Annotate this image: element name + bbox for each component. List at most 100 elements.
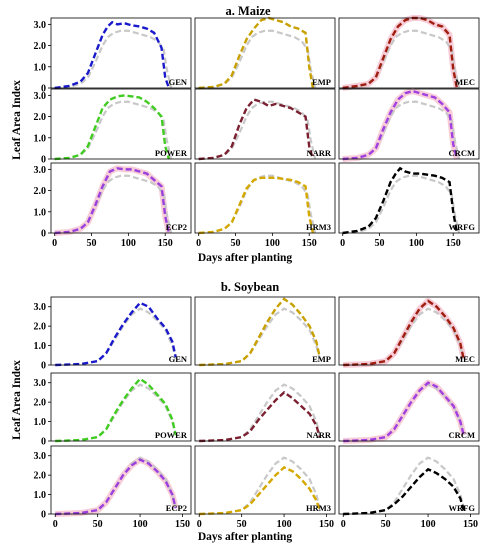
series-label: CRCM xyxy=(449,148,475,158)
subplot-maize-narr: NARR xyxy=(194,88,336,161)
y-tick-label: 0 xyxy=(41,510,46,521)
series-label: CRCM xyxy=(449,430,475,440)
x-tick-label: 0 xyxy=(196,238,201,249)
subplot-soybean-emp: EMP xyxy=(194,296,336,367)
series-label: ECP2 xyxy=(166,503,187,513)
baseline-line xyxy=(199,456,321,516)
y-tick-label: 3.0 xyxy=(34,378,47,389)
subplot-soybean-narr: NARR xyxy=(194,372,336,443)
x-tick-label: 100 xyxy=(409,238,424,249)
y-tick-label: 1.0 xyxy=(34,417,47,428)
x-tick-label: 0 xyxy=(53,519,58,530)
series-line-ecp2 xyxy=(55,458,177,516)
baseline-line xyxy=(199,307,321,367)
subplot-soybean-mec: MEC xyxy=(338,296,480,368)
series-line-power xyxy=(54,94,171,161)
uncertainty-band xyxy=(342,15,460,91)
y-axis-label-maize: Leaf Area Index xyxy=(11,80,23,160)
x-tick-label: 50 xyxy=(93,519,103,530)
x-tick-label: 0 xyxy=(197,519,202,530)
y-tick-label: 3.0 xyxy=(34,165,47,176)
y-tick-label: 0 xyxy=(41,84,46,95)
y-tick-label: 2.0 xyxy=(34,41,47,52)
x-axis-label-soybean: Days after planting xyxy=(198,531,293,543)
y-tick-label: 1.0 xyxy=(34,207,47,218)
subplot-maize-ecp2: ECP2 0 1.0 2.0 3.0 0 50 100 150 xyxy=(34,162,192,249)
x-tick-label: 100 xyxy=(121,238,136,249)
plot-frame xyxy=(194,17,336,89)
x-tick-label: 150 xyxy=(446,238,461,249)
series-label: POWER xyxy=(155,148,188,158)
series-line-narr xyxy=(199,390,321,443)
plot-frame xyxy=(338,88,480,160)
series-line-emp xyxy=(198,16,315,90)
x-tick-label: 50 xyxy=(237,519,247,530)
series-line-wrfg xyxy=(343,467,465,516)
series-label: WRFG xyxy=(449,222,476,232)
y-tick-label: 1.0 xyxy=(34,133,47,144)
y-tick-label: 1.0 xyxy=(34,62,47,73)
subplot-soybean-crcm: CRCM xyxy=(338,372,480,444)
subplot-soybean-gen: GEN 0 1.0 2.0 3.0 xyxy=(34,296,192,372)
subplot-soybean-ecp2: ECP2 0 1.0 2.0 3.0 0 50 100 150 xyxy=(34,445,192,530)
y-tick-label: 0 xyxy=(41,437,46,448)
subplot-maize-mec: MEC xyxy=(338,15,480,91)
series-line-narr xyxy=(198,98,315,161)
subplot-maize-gen: GEN 0 1.0 2.0 3.0 xyxy=(34,17,192,95)
subplot-soybean-power: POWER 0 1.0 2.0 3.0 xyxy=(34,372,192,448)
y-tick-label: 2.0 xyxy=(34,322,47,333)
baseline-line xyxy=(54,100,173,161)
x-axis-label-maize: Days after planting xyxy=(198,252,293,264)
series-label: HRM3 xyxy=(306,222,331,232)
y-tick-label: 2.0 xyxy=(34,398,47,409)
subplot-maize-wrfg: WRFG 0 50 100 150 xyxy=(338,162,480,249)
x-tick-label: 100 xyxy=(133,519,148,530)
subplot-soybean-wrfg: WRFG 0 50 100 150 xyxy=(338,445,480,530)
y-axis-label-soybean: Leaf Area Index xyxy=(11,360,23,440)
plot-frame xyxy=(50,162,192,234)
series-line-mec xyxy=(343,299,465,367)
series-line-power xyxy=(55,377,177,443)
y-tick-label: 0 xyxy=(41,361,46,372)
x-tick-label: 100 xyxy=(277,519,292,530)
series-line-crcm xyxy=(342,89,459,161)
uncertainty-band xyxy=(343,297,467,368)
y-tick-label: 0 xyxy=(41,229,46,240)
series-label: GEN xyxy=(169,354,188,364)
y-tick-label: 3.0 xyxy=(34,20,47,31)
x-tick-label: 100 xyxy=(265,238,280,249)
y-tick-label: 1.0 xyxy=(34,490,47,501)
plot-frame xyxy=(338,162,480,234)
x-tick-label: 0 xyxy=(341,519,346,530)
plot-frame xyxy=(50,445,192,515)
panel-title-soybean: b. Soybean xyxy=(221,280,279,294)
uncertainty-band xyxy=(343,379,467,444)
series-line-ecp2 xyxy=(54,167,171,235)
series-line-gen xyxy=(55,301,177,367)
y-tick-label: 3.0 xyxy=(34,302,47,313)
plot-frame xyxy=(50,372,192,442)
plot-frame xyxy=(194,372,336,442)
x-tick-label: 150 xyxy=(158,238,173,249)
plot-frame xyxy=(194,162,336,234)
y-tick-label: 2.0 xyxy=(34,112,47,123)
baseline-line xyxy=(342,100,461,161)
baseline-line xyxy=(198,174,317,235)
series-line-hrm3 xyxy=(199,465,321,516)
series-label: GEN xyxy=(169,77,188,87)
series-line-mec xyxy=(342,16,459,90)
y-tick-label: 0 xyxy=(41,155,46,166)
y-tick-label: 2.0 xyxy=(34,186,47,197)
x-tick-label: 150 xyxy=(319,519,334,530)
subplot-grid: GEN 0 1.0 2.0 3.0 EMP MEC POWER 0 1.0 2.0 3.0 NARR CR… xyxy=(34,15,480,530)
series-label: POWER xyxy=(155,430,188,440)
series-line-gen xyxy=(54,20,171,90)
plot-frame xyxy=(194,445,336,515)
series-label: HRM3 xyxy=(306,503,331,513)
baseline-line xyxy=(343,456,465,516)
series-label: NARR xyxy=(306,148,331,158)
plot-frame xyxy=(338,372,480,442)
series-label: EMP xyxy=(312,354,331,364)
x-tick-label: 100 xyxy=(421,519,436,530)
plot-frame xyxy=(338,17,480,89)
